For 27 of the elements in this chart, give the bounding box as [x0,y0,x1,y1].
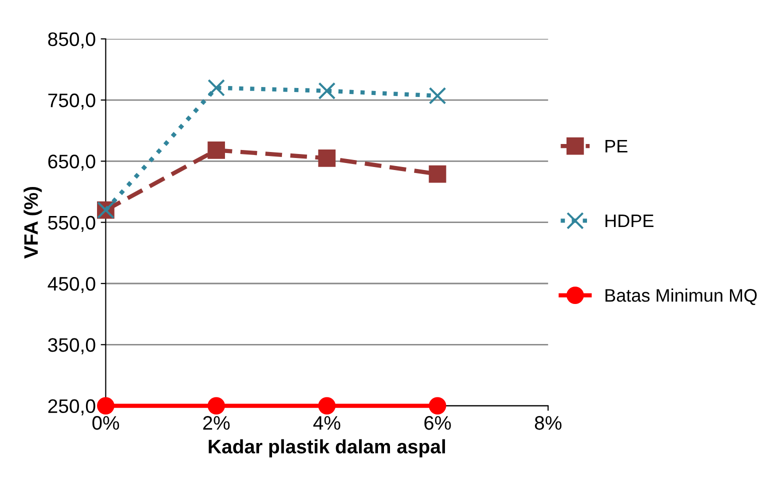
y-tick-label: 850,0 [48,32,96,48]
x-tick-label: 6% [424,416,451,430]
point [208,79,225,96]
y-tick-label: 250,0 [48,399,96,416]
y-axis-title: VFA (%) [24,186,42,259]
point [428,165,446,183]
point [208,397,225,414]
point [318,149,336,167]
y-tick-label: 750,0 [48,94,96,110]
point [208,142,225,159]
x-tick-label: 8% [534,416,562,430]
y-tick-label: 550,0 [48,216,96,232]
x-tick-label: 4% [313,416,340,430]
point [428,87,446,104]
point [318,397,336,414]
x-tick-label: 2% [203,416,230,430]
legend-label: HDPE [606,214,654,228]
point [428,397,446,414]
legend-label: PE [606,140,628,152]
point [97,397,114,414]
y-tick-label: 650,0 [48,154,96,171]
point [318,82,336,100]
legend-label: Batas Minimun MQ [606,288,757,306]
y-tick-label: 450,0 [48,276,96,294]
y-tick-label: 350,0 [48,338,96,354]
x-axis-title: Kadar plastik dalam aspal [208,439,445,458]
x-tick-label: 0% [92,416,120,430]
